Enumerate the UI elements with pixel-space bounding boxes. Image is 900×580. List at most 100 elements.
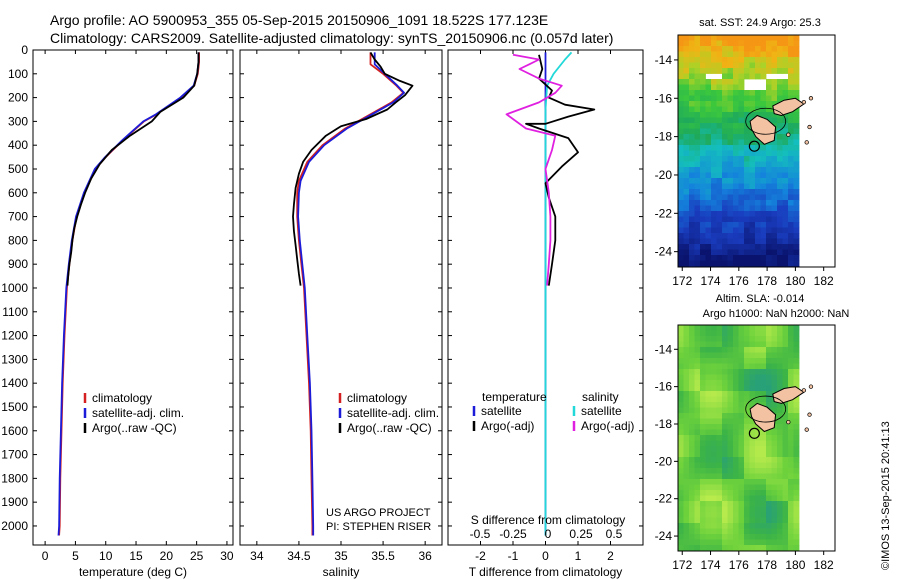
sst-map-cell xyxy=(760,255,767,261)
sst-map-cell xyxy=(738,249,745,256)
sla-map-cell xyxy=(694,363,701,370)
sla-map-cell xyxy=(755,440,761,447)
sst-map-cell xyxy=(777,145,783,151)
sst-map-cell xyxy=(777,134,783,140)
sla-map-cell xyxy=(716,528,723,535)
sla-map-cell xyxy=(678,479,684,485)
sst-map-cell xyxy=(793,233,800,239)
depth-tick-label: 300 xyxy=(8,114,28,128)
sst-map-cell xyxy=(694,35,701,41)
sla-map-cell xyxy=(744,352,750,359)
sst-map-cell xyxy=(678,123,684,129)
sst-map-cell xyxy=(689,90,695,96)
sst-map-cell xyxy=(727,79,734,85)
vanua-levu-island xyxy=(772,386,805,404)
sst-map-cell xyxy=(738,194,745,201)
sla-map-cell xyxy=(678,545,684,551)
sst-map-cell xyxy=(782,211,789,217)
sst-map-cell xyxy=(727,57,734,63)
sla-map-cell xyxy=(755,396,761,403)
sst-map-cell xyxy=(782,145,789,151)
sst-map-cell xyxy=(683,183,690,190)
sst-map-cell xyxy=(788,194,794,201)
sla-map-cell xyxy=(788,473,794,480)
sla-map-cell xyxy=(793,363,800,370)
sla-map-cell xyxy=(766,468,772,474)
sla-map-subtitle: Argo h1000: NaN h2000: NaN xyxy=(703,308,850,320)
sst-map-cell xyxy=(689,194,695,201)
sst-map-cell xyxy=(760,233,767,239)
sla-map-cell xyxy=(716,369,723,375)
sla-map-cell xyxy=(683,517,690,524)
sla-map-cell xyxy=(782,512,789,518)
sla-map-cell xyxy=(760,473,767,480)
sst-map-cell xyxy=(711,117,717,124)
sst-map-cell xyxy=(755,112,761,118)
sst-map-cell xyxy=(722,139,728,146)
sla-map-cell xyxy=(716,407,723,414)
sst-map-cell xyxy=(727,216,734,223)
sla-map-cell xyxy=(700,336,706,342)
sla-map-cell xyxy=(683,363,690,370)
small-island xyxy=(786,132,791,137)
sla-map-cell xyxy=(711,429,717,436)
sla-map-cell xyxy=(689,352,695,359)
sla-map-cell xyxy=(766,336,772,342)
sst-map-cell xyxy=(722,106,728,113)
sla-map-ytick-label: -18 xyxy=(655,417,673,431)
sst-map-xtick-label: 172 xyxy=(672,274,692,288)
legend-label: satellite-adj. clim. xyxy=(347,406,439,420)
sst-map-cell xyxy=(749,238,756,245)
sla-map-cell xyxy=(694,539,701,546)
sla-map-cell xyxy=(705,451,712,458)
sst-map-cell xyxy=(777,150,783,157)
sst-map-cell xyxy=(749,90,756,96)
sla-map-cell xyxy=(705,380,712,386)
sst-map-cell xyxy=(727,68,734,74)
sst-map-cell xyxy=(749,211,756,217)
sst-map-cell xyxy=(738,90,745,96)
sst-map-cell xyxy=(744,145,750,151)
sst-map-cell xyxy=(705,183,712,190)
sla-map-cell xyxy=(683,484,690,491)
sst-map-cell xyxy=(777,46,783,52)
sla-map-cell xyxy=(689,446,695,452)
sla-map-cell xyxy=(711,446,717,452)
sla-map-cell xyxy=(777,374,783,381)
sla-map-cell xyxy=(694,495,701,502)
sla-map-cell xyxy=(782,545,789,551)
sla-map-cell xyxy=(793,479,800,485)
sla-map-cell xyxy=(760,325,767,331)
sst-map-cell xyxy=(771,172,778,179)
sla-map-cell xyxy=(749,451,756,458)
sla-map-cell xyxy=(716,468,723,474)
sla-map-cell xyxy=(678,369,684,375)
sla-map-cell xyxy=(788,358,794,364)
sla-map-cell xyxy=(744,424,750,430)
sst-map-cell xyxy=(744,211,750,217)
sla-map-cell xyxy=(683,468,690,474)
sst-map-cell xyxy=(744,227,750,234)
sst-map-cell xyxy=(782,194,789,201)
sla-map-cell xyxy=(716,402,723,408)
sla-map-cell xyxy=(705,358,712,364)
sst-map-cell xyxy=(793,117,800,124)
sst-map-cell xyxy=(793,84,800,91)
temperature-series-argo-raw-qc- xyxy=(66,52,200,286)
sst-map-cell xyxy=(694,227,701,234)
sla-map-cell xyxy=(793,468,800,474)
sst-map-cell xyxy=(733,222,739,228)
sla-map-cell xyxy=(771,534,778,540)
sst-map-cell xyxy=(788,95,794,102)
sla-map-cell xyxy=(733,501,739,507)
sst-map-cell xyxy=(700,189,706,195)
sst-map-cell xyxy=(793,134,800,140)
sst-map-cell xyxy=(727,183,734,190)
sst-map-cell xyxy=(689,238,695,245)
sst-map-cell xyxy=(683,178,690,184)
sst-map-cell xyxy=(705,167,712,173)
sst-map-cell xyxy=(793,255,800,261)
sla-map-cell xyxy=(705,534,712,540)
sla-map-cell xyxy=(777,352,783,359)
sla-map-cell xyxy=(689,363,695,370)
